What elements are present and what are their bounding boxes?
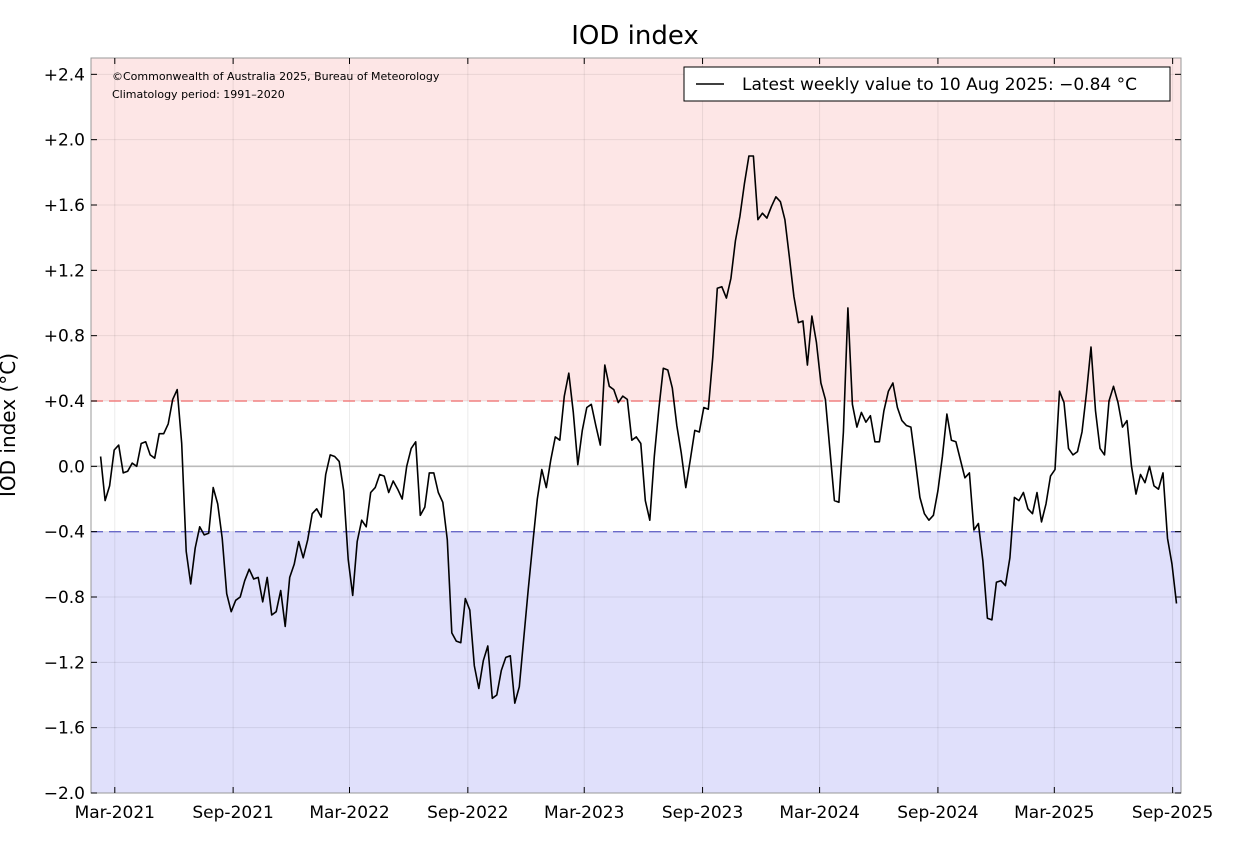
y-tick-label: −0.8 bbox=[44, 588, 85, 608]
x-tick-label: Mar-2024 bbox=[779, 803, 859, 823]
y-tick-label: +1.2 bbox=[44, 261, 85, 281]
y-tick-label: +0.4 bbox=[44, 392, 85, 412]
climatology-note: Climatology period: 1991–2020 bbox=[112, 88, 285, 101]
y-tick-label: +0.8 bbox=[44, 327, 85, 347]
y-axis-label: IOD index (°C) bbox=[0, 353, 20, 497]
chart-title: IOD index bbox=[571, 21, 699, 51]
y-tick-label: +2.4 bbox=[44, 65, 85, 85]
iod-series-line bbox=[99, 155, 1178, 705]
axis-ticks bbox=[91, 58, 1181, 794]
x-tick-label: Sep-2021 bbox=[192, 803, 273, 823]
x-tick-label: Mar-2025 bbox=[1014, 803, 1094, 823]
positive-iod-zone bbox=[91, 58, 1181, 401]
y-tick-label: +2.0 bbox=[44, 131, 85, 151]
legend-box bbox=[683, 66, 1171, 102]
negative-iod-zone bbox=[91, 531, 1181, 793]
x-tick-label: Mar-2022 bbox=[309, 803, 389, 823]
y-tick-label: −1.6 bbox=[44, 719, 85, 739]
x-tick-labels: Mar-2021 Sep-2021 Mar-2022 Sep-2022 Mar-2023… bbox=[75, 803, 1214, 823]
x-tick-label: Sep-2024 bbox=[897, 803, 978, 823]
series-group bbox=[99, 155, 1178, 705]
x-tick-label: Mar-2021 bbox=[75, 803, 155, 823]
legend: Latest weekly value to 10 Aug 2025: −0.8… bbox=[683, 66, 1171, 102]
threshold-bands bbox=[91, 58, 1181, 793]
y-tick-label: 0.0 bbox=[58, 457, 85, 477]
x-tick-label: Mar-2023 bbox=[544, 803, 624, 823]
y-tick-label: −2.0 bbox=[44, 784, 85, 804]
copyright-note: ©Commonwealth of Australia 2025, Bureau … bbox=[112, 70, 440, 83]
x-tick-label: Sep-2025 bbox=[1132, 803, 1213, 823]
reference-lines bbox=[91, 400, 1181, 533]
y-tick-label: −1.2 bbox=[44, 653, 85, 673]
x-tick-label: Sep-2022 bbox=[427, 803, 508, 823]
legend-label: Latest weekly value to 10 Aug 2025: −0.8… bbox=[742, 75, 1137, 95]
x-tick-label: Sep-2023 bbox=[662, 803, 743, 823]
y-tick-label: +1.6 bbox=[44, 196, 85, 216]
y-tick-labels: +2.4 +2.0 +1.6 +1.2 +0.8 +0.4 0.0 −0.4 −0.8 −1.2 −… bbox=[44, 65, 85, 804]
plot-frame bbox=[90, 57, 1182, 794]
y-tick-label: −0.4 bbox=[44, 523, 85, 543]
